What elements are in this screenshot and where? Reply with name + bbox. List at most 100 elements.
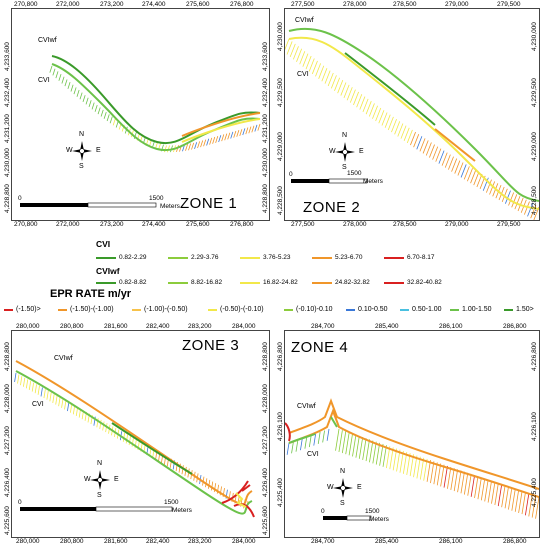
transect-line	[302, 53, 309, 67]
transect-line	[125, 434, 128, 444]
transect-line	[254, 124, 258, 132]
transect-line	[362, 438, 367, 461]
transect-line	[191, 142, 195, 150]
transect-line	[340, 82, 347, 96]
transect-line	[489, 181, 496, 195]
zone-4-title: ZONE 4	[291, 339, 349, 356]
x-tick: 284,000	[232, 323, 256, 330]
transect-line	[368, 103, 375, 117]
y-tick: 4,228,800	[262, 184, 269, 213]
transect-line	[85, 97, 89, 105]
compass-west: W	[327, 484, 334, 491]
transect-line	[372, 105, 378, 119]
transect-line	[467, 168, 473, 182]
transect-line	[28, 381, 32, 391]
transect-line	[535, 496, 539, 519]
x-tick: 280,000	[16, 538, 40, 545]
transect-line	[313, 433, 317, 446]
x-tick: 270,800	[14, 1, 38, 8]
transect-line	[286, 442, 290, 455]
y-tick: 4,228,800	[262, 342, 269, 371]
transect-line	[242, 128, 246, 136]
transect-line	[413, 134, 420, 148]
y-tick: 4,230,000	[4, 148, 11, 177]
zone-1-cviwf-label: CVIwf	[38, 37, 57, 44]
transect-line	[23, 377, 26, 387]
y-tick: 4,227,200	[4, 426, 11, 455]
transect-line	[497, 484, 503, 507]
scale-zero: 0	[18, 195, 22, 202]
transect-line	[530, 205, 537, 219]
legend-epr-item: 0.10-0.50	[346, 306, 388, 313]
transect-line	[69, 403, 73, 413]
transect-line	[40, 387, 43, 397]
x-tick: 279,500	[497, 1, 521, 8]
transect-line	[103, 112, 107, 119]
transect-line	[230, 131, 234, 139]
transect-line	[528, 494, 533, 517]
y-tick: 4,233,600	[262, 42, 269, 71]
transect-line	[392, 448, 398, 471]
transect-line	[322, 430, 325, 443]
zone-2-shoreline	[285, 27, 539, 220]
transect-line	[88, 100, 92, 107]
x-tick: 278,500	[393, 221, 417, 228]
x-tick: 284,700	[311, 323, 335, 330]
transect-line	[221, 134, 225, 142]
x-tick: 279,000	[445, 1, 469, 8]
transect-line	[305, 55, 312, 70]
transect-line	[524, 493, 530, 516]
y-tick: 4,229,500	[277, 78, 284, 107]
transect-line	[486, 179, 492, 193]
y-tick: 4,226,100	[277, 412, 284, 441]
transect-line	[470, 475, 475, 497]
transect-line	[330, 75, 337, 89]
transect-line	[181, 465, 184, 475]
y-tick: 4,228,800	[4, 342, 11, 371]
transect-line	[378, 110, 385, 124]
transect-line	[206, 138, 210, 146]
x-tick: 274,400	[142, 1, 166, 8]
compass-north: N	[97, 460, 103, 467]
transect-line	[112, 118, 116, 126]
x-tick: 286,800	[503, 323, 527, 330]
legend-epr-item: (-1.50)>	[4, 306, 41, 313]
scale-unit: Meters	[369, 516, 389, 523]
transect-line	[327, 72, 334, 87]
compass-icon	[333, 478, 353, 498]
legend-cviwf-item: 16.82-24.82	[240, 279, 298, 286]
y-tick: 4,225,600	[262, 506, 269, 535]
transect-line	[423, 458, 428, 481]
zone-2-cvi-label: CVI	[297, 71, 309, 78]
transect-line	[248, 126, 252, 134]
transect-line	[441, 152, 448, 166]
transect-line	[511, 194, 518, 208]
x-tick: 280,800	[60, 323, 84, 330]
transect-line	[99, 419, 102, 429]
transect-line	[91, 102, 95, 110]
legend-epr-item: (-1.50)-(-1.00)	[58, 306, 114, 313]
transect-line	[97, 107, 101, 115]
zone-3-shoreline	[14, 360, 255, 518]
transect-line	[257, 123, 261, 131]
transect-line	[326, 428, 330, 441]
transect-line	[451, 158, 458, 172]
legend-epr-item: 1.00-1.50	[450, 306, 492, 313]
transect-line	[356, 94, 363, 108]
compass-east: E	[359, 148, 364, 155]
transect-line	[470, 170, 477, 184]
legend-epr-title: EPR RATE m/yr	[50, 288, 132, 300]
transect-line	[25, 379, 29, 389]
y-tick: 4,230,000	[531, 22, 538, 51]
scale-zero: 0	[289, 171, 293, 178]
zone-3-cvi-label: CVI	[32, 401, 44, 408]
transect-line	[37, 385, 40, 395]
transect-line	[463, 166, 470, 180]
transect-line	[43, 389, 46, 399]
transect-line	[341, 431, 347, 454]
x-tick: 274,400	[142, 221, 166, 228]
transect-line	[210, 481, 214, 491]
transect-line	[425, 142, 432, 156]
compass-north: N	[79, 131, 85, 138]
transect-line	[419, 138, 426, 152]
